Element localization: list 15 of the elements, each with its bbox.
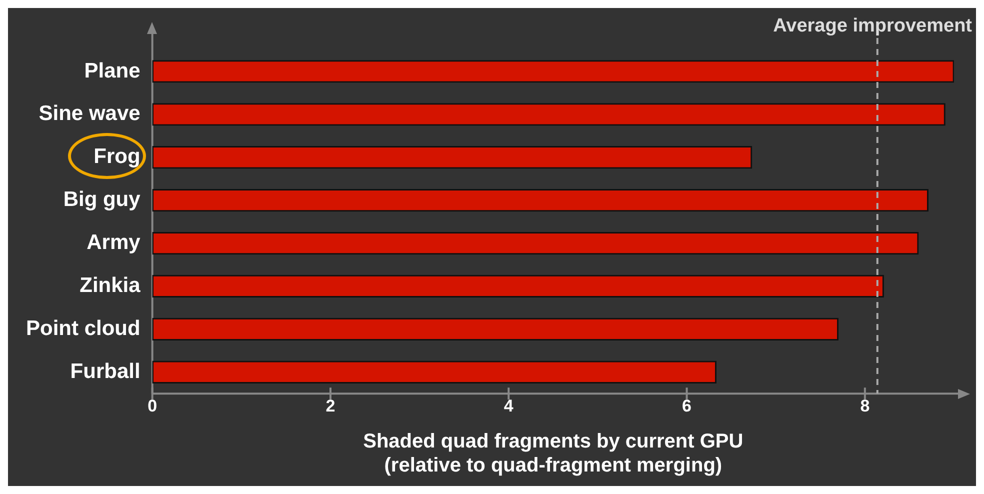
x-tick-label: 8 (860, 396, 870, 416)
x-tick-label: 2 (326, 396, 336, 416)
y-tick-label: Frog (94, 145, 140, 168)
y-tick-label: Point cloud (26, 316, 140, 340)
x-tick-label: 0 (148, 396, 158, 416)
y-tick-label: Zinkia (80, 274, 141, 298)
y-tick-label: Sine wave (38, 102, 140, 126)
ref-line-label: Average improvement (773, 16, 973, 37)
y-tick-label: Big guy (63, 188, 141, 212)
x-axis-title: Shaded quad fragments by current GPU (relative to quad-fragment merging) (363, 430, 744, 477)
x-tick-label: 4 (504, 396, 514, 416)
y-tick-label: Army (86, 231, 141, 254)
x-tick-label: 6 (682, 396, 692, 416)
y-tick-label: Plane (84, 59, 140, 82)
y-tick-label: Furball (70, 360, 140, 383)
